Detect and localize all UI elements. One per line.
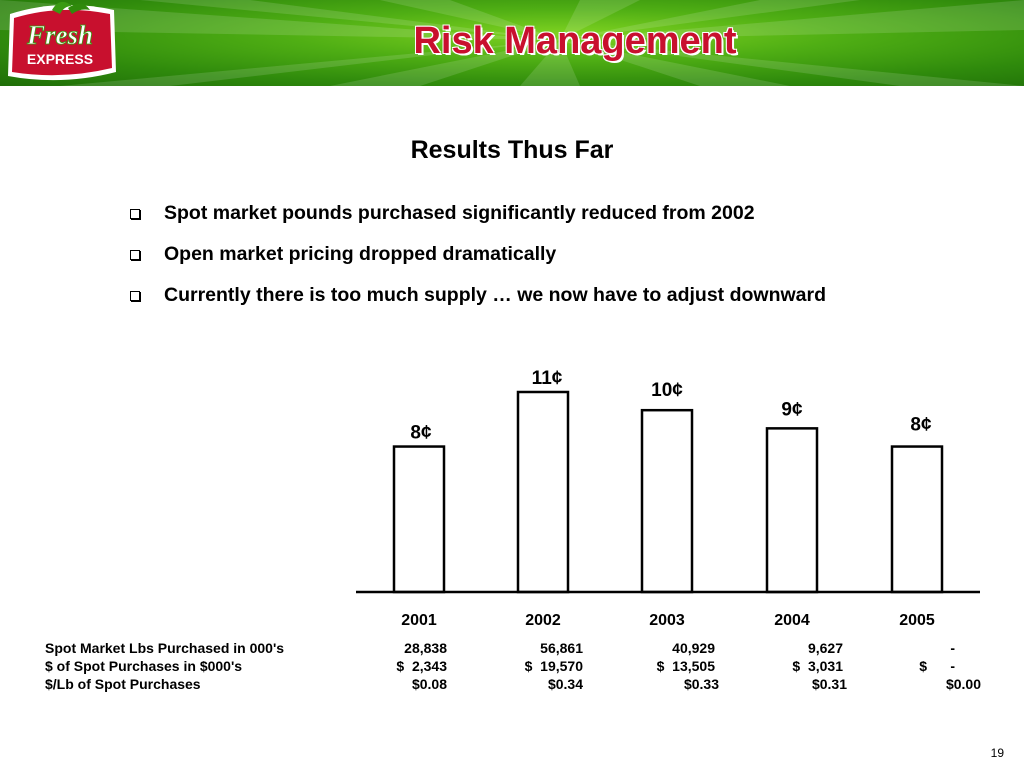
- checkbox-bullet-icon: [130, 208, 140, 219]
- bullet-text: Currently there is too much supply … we …: [164, 284, 827, 306]
- table-cell: 56,861: [540, 640, 583, 656]
- bar-value-label: 11¢: [532, 368, 563, 389]
- bullet-list: Spot market pounds purchased significant…: [130, 193, 826, 316]
- row-label: Spot Market Lbs Purchased in 000's: [45, 640, 285, 656]
- table-cell: $ 13,505: [656, 658, 715, 674]
- table-cell: $0.33: [683, 676, 719, 692]
- page-number: 19: [990, 746, 1004, 760]
- table-cell: $ -: [919, 658, 955, 674]
- x-tick-label: 2004: [774, 612, 810, 629]
- table-cell: -: [950, 640, 955, 656]
- logo-word-fresh: Fresh: [26, 20, 93, 50]
- bar-2005: [890, 445, 944, 594]
- bullet-item: Spot market pounds purchased significant…: [130, 193, 826, 234]
- table-cell: $0.31: [811, 676, 847, 692]
- table-cell: 28,838: [404, 640, 447, 656]
- table-cell: $ 3,031: [792, 658, 843, 674]
- bar-value-label: 10¢: [651, 380, 683, 401]
- bar-value-label: 8¢: [910, 415, 932, 436]
- bar-2004: [765, 427, 819, 594]
- table-cell: 9,627: [807, 640, 843, 656]
- table-cell: $ 2,343: [396, 658, 447, 674]
- table-row: Spot Market Lbs Purchased in 000's 28,83…: [45, 640, 1005, 658]
- row-label: $ of Spot Purchases in $000's: [45, 658, 243, 674]
- fresh-express-logo: Fresh EXPRESS: [8, 1, 116, 81]
- logo-word-express: EXPRESS: [27, 51, 93, 67]
- bullet-item: Open market pricing dropped dramatically: [130, 234, 826, 275]
- x-tick-label: 2002: [525, 612, 561, 629]
- checkbox-bullet-icon: [130, 249, 140, 260]
- bar-value-label: 9¢: [781, 399, 803, 420]
- table-row: $ of Spot Purchases in $000's $ 2,343 $ …: [45, 658, 1005, 676]
- section-subtitle: Results Thus Far: [410, 136, 614, 164]
- header-banner: Fresh EXPRESS Risk Management: [0, 0, 1024, 86]
- x-tick-label: 2001: [401, 612, 437, 629]
- table-row: $/Lb of Spot Purchases $0.08 $0.34 $0.33…: [45, 676, 1005, 694]
- table-cell: $0.00: [945, 676, 981, 692]
- cost-per-pound-bar-chart: 8¢ 2001 11¢ 2002 10¢ 2003 9¢ 2004 8¢ 2005: [356, 368, 980, 629]
- slide-title: Risk Management: [413, 20, 737, 62]
- bar-2003: [640, 408, 694, 594]
- bar-value-label: 8¢: [410, 423, 432, 444]
- bar-2001: [392, 445, 446, 594]
- spot-purchase-table: Spot Market Lbs Purchased in 000's 28,83…: [45, 640, 1005, 694]
- table-cell: $ 19,570: [524, 658, 583, 674]
- x-tick-label: 2003: [649, 612, 685, 629]
- x-tick-label: 2005: [899, 612, 935, 629]
- bullet-text: Spot market pounds purchased significant…: [164, 202, 755, 224]
- table-cell: 40,929: [672, 640, 715, 656]
- row-label: $/Lb of Spot Purchases: [45, 676, 201, 692]
- table-cell: $0.34: [547, 676, 583, 692]
- bullet-text: Open market pricing dropped dramatically: [164, 243, 557, 265]
- table-cell: $0.08: [411, 676, 447, 692]
- checkbox-bullet-icon: [130, 290, 140, 301]
- bar-2002: [516, 390, 570, 594]
- sunburst-background: [0, 0, 1024, 86]
- bullet-item: Currently there is too much supply … we …: [130, 275, 826, 316]
